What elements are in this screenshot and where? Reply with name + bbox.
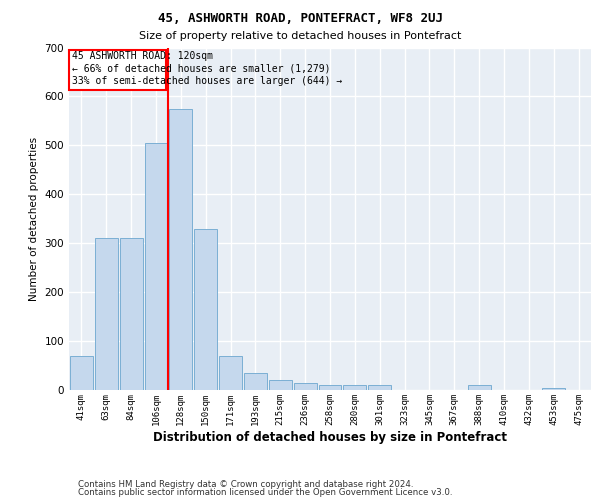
Text: ← 66% of detached houses are smaller (1,279): ← 66% of detached houses are smaller (1,… <box>73 64 331 74</box>
Bar <box>269 380 292 390</box>
Bar <box>70 356 93 390</box>
Bar <box>219 356 242 390</box>
Y-axis label: Number of detached properties: Number of detached properties <box>29 136 39 301</box>
Bar <box>368 385 391 390</box>
Bar <box>169 108 192 390</box>
Text: Contains HM Land Registry data © Crown copyright and database right 2024.: Contains HM Land Registry data © Crown c… <box>78 480 413 489</box>
Bar <box>343 385 366 390</box>
Text: 45, ASHWORTH ROAD, PONTEFRACT, WF8 2UJ: 45, ASHWORTH ROAD, PONTEFRACT, WF8 2UJ <box>157 12 443 24</box>
Text: 33% of semi-detached houses are larger (644) →: 33% of semi-detached houses are larger (… <box>73 76 343 86</box>
Bar <box>120 238 143 390</box>
X-axis label: Distribution of detached houses by size in Pontefract: Distribution of detached houses by size … <box>153 430 507 444</box>
Bar <box>145 143 167 390</box>
Bar <box>468 385 491 390</box>
Bar <box>319 385 341 390</box>
Bar <box>542 388 565 390</box>
Text: Contains public sector information licensed under the Open Government Licence v3: Contains public sector information licen… <box>78 488 452 497</box>
Bar <box>244 373 267 390</box>
Bar <box>95 238 118 390</box>
Bar <box>294 382 317 390</box>
Text: Size of property relative to detached houses in Pontefract: Size of property relative to detached ho… <box>139 31 461 41</box>
Bar <box>194 228 217 390</box>
Bar <box>70 50 166 90</box>
Text: 45 ASHWORTH ROAD: 120sqm: 45 ASHWORTH ROAD: 120sqm <box>73 52 214 62</box>
